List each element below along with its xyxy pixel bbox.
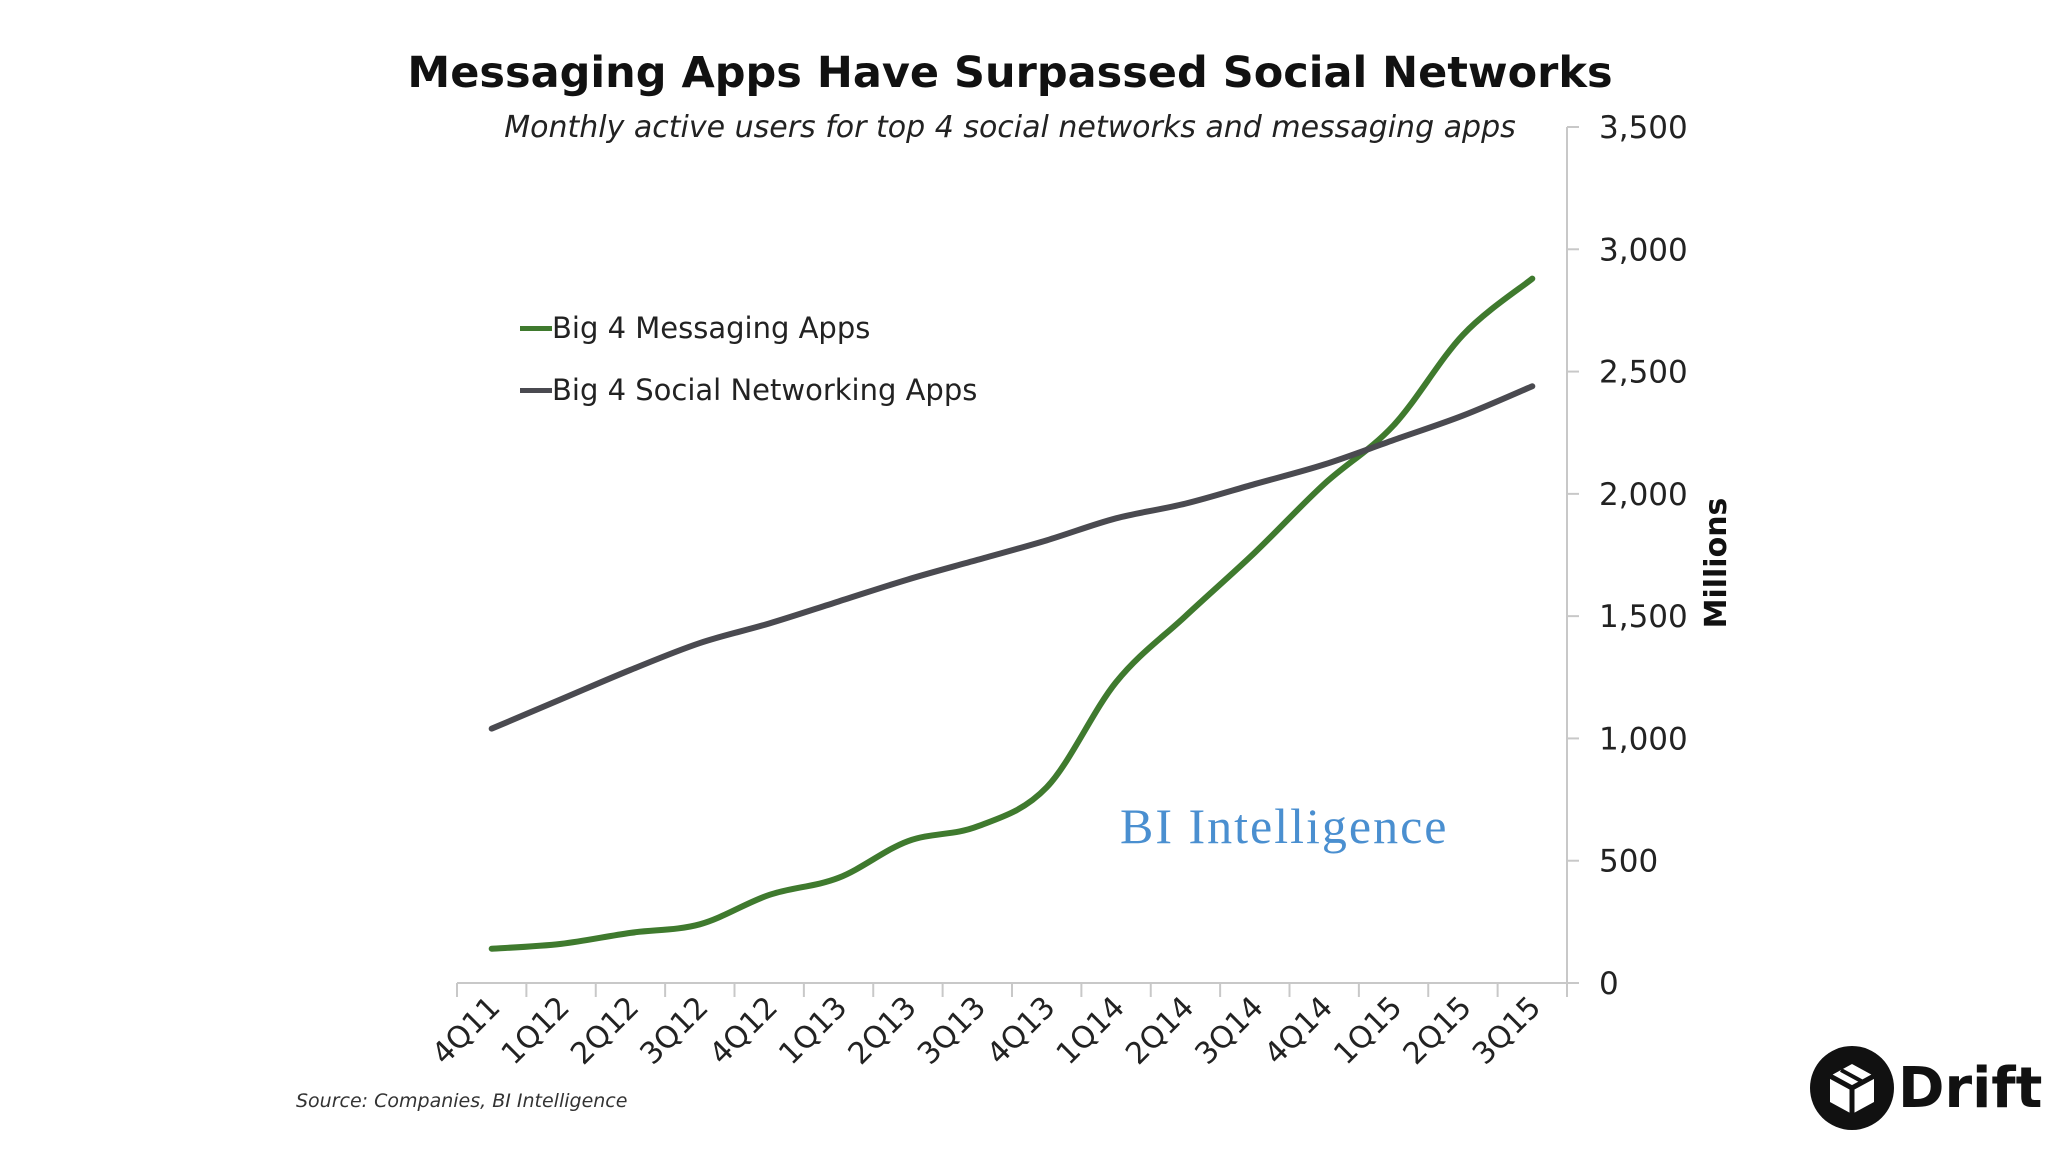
x-tick-label: 4Q12 (703, 990, 785, 1072)
series-line-social (488, 383, 1536, 732)
drift-logo: Drift (1810, 1046, 2042, 1130)
x-tick-label: 3Q12 (634, 990, 716, 1072)
x-tick-label: 2Q13 (842, 990, 924, 1072)
drift-logo-text: Drift (1898, 1055, 2043, 1121)
x-tick-label: 4Q11 (425, 990, 507, 1072)
x-tick-label: 1Q15 (1327, 990, 1409, 1072)
x-tick-label: 3Q15 (1466, 990, 1548, 1072)
chart-title: Messaging Apps Have Surpassed Social Net… (407, 48, 1613, 98)
x-tick-label: 2Q12 (564, 990, 646, 1072)
y-tick-label: 3,500 (1599, 110, 1688, 146)
watermark-text: BI Intelligence (1120, 798, 1449, 854)
x-tick-label: 1Q14 (1050, 990, 1132, 1072)
legend-label-messaging: Big 4 Messaging Apps (552, 311, 871, 345)
y-tick-label: 1,500 (1599, 599, 1688, 635)
drift-box-icon (1810, 1046, 1894, 1130)
y-tick-label: 3,000 (1599, 232, 1688, 268)
y-tick-label: 1,000 (1599, 721, 1688, 757)
chart-subtitle: Monthly active users for top 4 social ne… (504, 110, 1516, 145)
x-tick-label: 2Q14 (1119, 990, 1201, 1072)
bi-intelligence-watermark: BI Intelligence (1120, 797, 1449, 855)
x-tick-label: 4Q14 (1258, 990, 1340, 1072)
y-tick-label: 500 (1599, 844, 1658, 880)
x-tick-label: 3Q14 (1189, 990, 1271, 1072)
x-tick-label: 3Q13 (911, 990, 993, 1072)
x-tick-label: 1Q13 (772, 990, 854, 1072)
legend-item-social: Big 4 Social Networking Apps (520, 370, 977, 410)
y-axis-label: Millions (1699, 498, 1734, 629)
legend-item-messaging: Big 4 Messaging Apps (520, 308, 870, 348)
x-tick-label: 2Q15 (1397, 990, 1479, 1072)
x-tick-label: 1Q12 (495, 990, 577, 1072)
y-tick-label: 2,500 (1599, 355, 1688, 391)
y-tick-label: 0 (1599, 966, 1619, 1002)
legend-label-social: Big 4 Social Networking Apps (552, 373, 978, 407)
legend-swatch-social (520, 387, 552, 393)
legend-swatch-messaging (520, 325, 552, 331)
source-note: Source: Companies, BI Intelligence (296, 1090, 628, 1112)
x-tick-label: 4Q13 (980, 990, 1062, 1072)
y-tick-label: 2,000 (1599, 477, 1688, 513)
